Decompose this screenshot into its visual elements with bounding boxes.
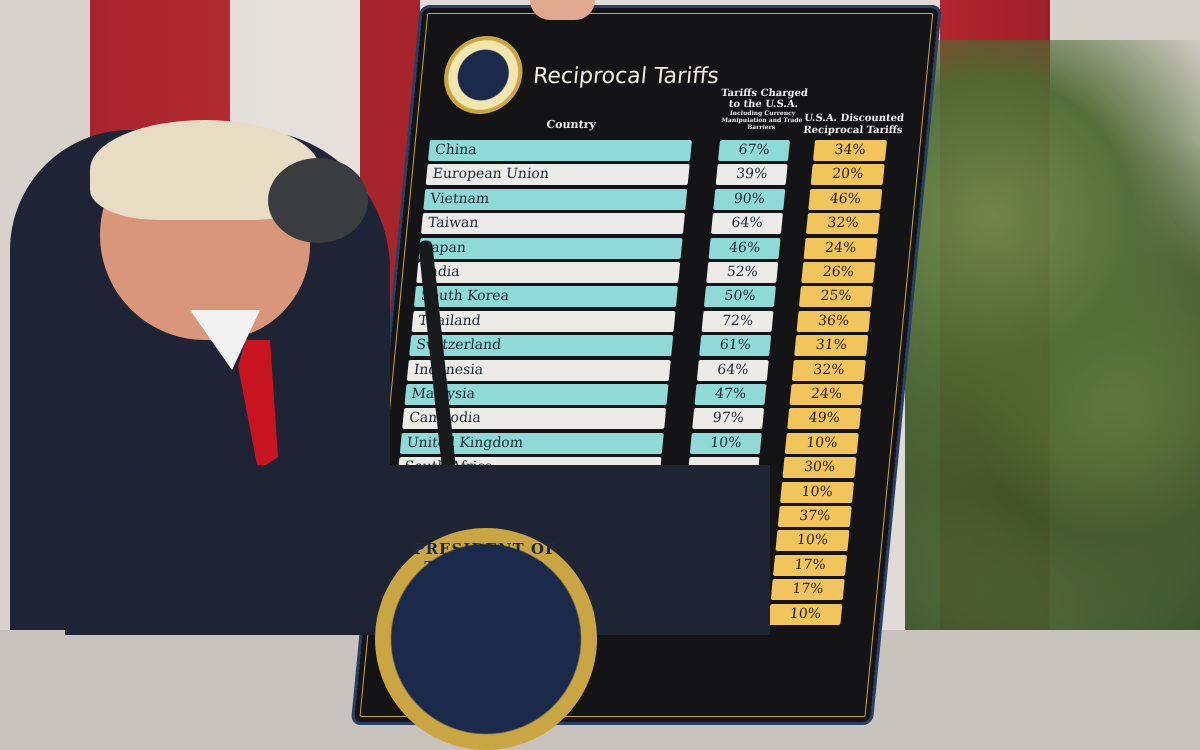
country-cell: China bbox=[427, 140, 693, 161]
tariff-row: South Korea 50% 25% bbox=[394, 286, 912, 308]
hand bbox=[530, 0, 595, 20]
country-cell: Japan bbox=[418, 237, 683, 259]
discounted-cell: 49% bbox=[787, 408, 862, 430]
tariff-row: Thailand 72% 36% bbox=[392, 310, 910, 332]
charged-cell: 50% bbox=[703, 286, 776, 308]
discounted-cell: 24% bbox=[803, 237, 878, 259]
discounted-cell: 17% bbox=[770, 579, 845, 601]
tariff-row: India 52% 26% bbox=[396, 262, 914, 283]
charged-cell: 67% bbox=[717, 140, 791, 161]
discounted-cell: 20% bbox=[810, 164, 885, 186]
charged-cell: 64% bbox=[710, 213, 783, 235]
tariff-row: China 67% 34% bbox=[408, 140, 926, 161]
charged-cell: 10% bbox=[689, 432, 762, 454]
presidential-seal-icon bbox=[440, 36, 527, 114]
charged-cell: 47% bbox=[694, 384, 767, 405]
country-cell: South Korea bbox=[413, 286, 678, 308]
podium-seal-text: PRESIDENT OF THE UNITED STATES bbox=[413, 540, 557, 594]
charged-cell: 97% bbox=[692, 408, 765, 430]
header-discounted: U.S.A. Discounted Reciprocal Tariffs bbox=[802, 113, 905, 136]
discounted-cell: 10% bbox=[775, 530, 850, 552]
discounted-cell: 10% bbox=[780, 481, 855, 503]
discounted-cell: 26% bbox=[801, 262, 876, 283]
charged-cell: 90% bbox=[713, 188, 786, 210]
country-cell: Taiwan bbox=[420, 213, 685, 235]
charged-cell: 64% bbox=[696, 359, 769, 381]
tariff-row: Taiwan 64% 32% bbox=[401, 213, 919, 235]
tariff-row: Cambodia97%49% bbox=[382, 408, 900, 430]
tariff-row: Malaysia47%24% bbox=[384, 384, 902, 405]
discounted-cell: 17% bbox=[773, 554, 848, 576]
country-cell: Vietnam bbox=[423, 188, 688, 210]
tariff-row: Japan 46% 24% bbox=[399, 237, 917, 259]
header-charged-sub: Including Currency Manipulation and Trad… bbox=[721, 110, 803, 131]
country-cell: Thailand bbox=[411, 310, 676, 332]
charged-cell: 39% bbox=[715, 164, 788, 186]
country-cell: Switzerland bbox=[409, 335, 674, 357]
discounted-cell: 10% bbox=[768, 603, 843, 625]
country-cell: European Union bbox=[425, 164, 690, 186]
discounted-cell: 36% bbox=[796, 310, 871, 332]
tariff-row: United Kingdom 10% 10% bbox=[380, 432, 898, 454]
header-country: Country bbox=[545, 118, 597, 131]
discounted-cell: 31% bbox=[794, 335, 869, 357]
discounted-cell: 24% bbox=[789, 384, 864, 405]
charged-cell: 72% bbox=[701, 310, 774, 332]
header-charged: Tariffs Charged to the U.S.A. Including C… bbox=[711, 88, 815, 131]
discounted-cell: 10% bbox=[784, 432, 859, 454]
tariff-row: European Union 39% 20% bbox=[406, 164, 924, 186]
country-cell: India bbox=[416, 262, 681, 283]
charged-cell: 61% bbox=[699, 335, 772, 357]
discounted-cell: 32% bbox=[805, 213, 880, 235]
discounted-cell: 37% bbox=[777, 506, 852, 527]
board-title: Reciprocal Tariffs bbox=[531, 64, 721, 89]
tariff-row: Vietnam 90% 46% bbox=[403, 188, 921, 210]
discounted-cell: 32% bbox=[791, 359, 866, 381]
tariff-row: Indonesia 64% 32% bbox=[387, 359, 905, 381]
discounted-cell: 30% bbox=[782, 457, 857, 479]
microphone-icon bbox=[268, 158, 368, 243]
charged-cell: 52% bbox=[706, 262, 779, 283]
red-tie bbox=[238, 340, 278, 470]
foliage bbox=[905, 40, 1200, 630]
discounted-cell: 25% bbox=[798, 286, 873, 308]
tariff-row: Switzerland 61% 31% bbox=[389, 335, 907, 357]
discounted-cell: 46% bbox=[808, 188, 883, 210]
discounted-cell: 34% bbox=[812, 140, 888, 161]
charged-cell: 46% bbox=[708, 237, 781, 259]
header-charged-label: Tariffs Charged to the U.S.A. bbox=[720, 88, 809, 110]
